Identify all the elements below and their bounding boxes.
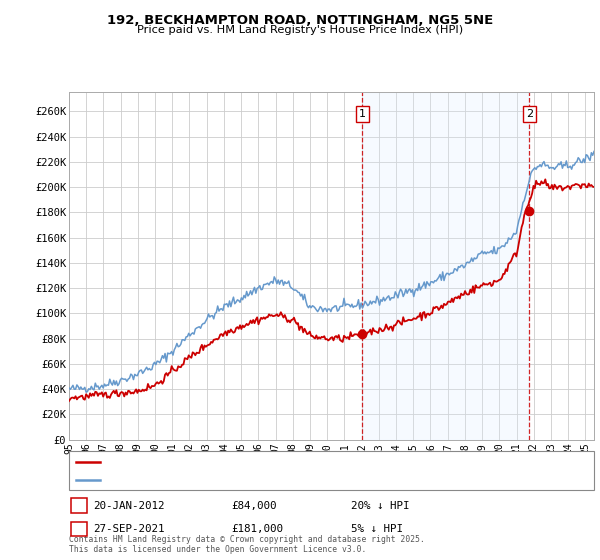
Text: 20-JAN-2012: 20-JAN-2012 — [93, 501, 164, 511]
Text: 1: 1 — [359, 109, 366, 119]
Text: 192, BECKHAMPTON ROAD, NOTTINGHAM, NG5 5NE: 192, BECKHAMPTON ROAD, NOTTINGHAM, NG5 5… — [107, 14, 493, 27]
Text: Price paid vs. HM Land Registry's House Price Index (HPI): Price paid vs. HM Land Registry's House … — [137, 25, 463, 35]
Text: 192, BECKHAMPTON ROAD, NOTTINGHAM, NG5 5NE (semi-detached house): 192, BECKHAMPTON ROAD, NOTTINGHAM, NG5 5… — [104, 458, 472, 466]
Text: HPI: Average price, semi-detached house, City of Nottingham: HPI: Average price, semi-detached house,… — [104, 475, 443, 485]
Text: Contains HM Land Registry data © Crown copyright and database right 2025.
This d: Contains HM Land Registry data © Crown c… — [69, 535, 425, 554]
Text: 1: 1 — [76, 501, 83, 511]
Text: 27-SEP-2021: 27-SEP-2021 — [93, 524, 164, 534]
Text: £181,000: £181,000 — [231, 524, 283, 534]
Text: 2: 2 — [76, 524, 83, 534]
Bar — [362, 92, 529, 440]
Text: 5% ↓ HPI: 5% ↓ HPI — [351, 524, 403, 534]
Text: 20% ↓ HPI: 20% ↓ HPI — [351, 501, 409, 511]
Text: 2: 2 — [526, 109, 533, 119]
Text: £84,000: £84,000 — [231, 501, 277, 511]
